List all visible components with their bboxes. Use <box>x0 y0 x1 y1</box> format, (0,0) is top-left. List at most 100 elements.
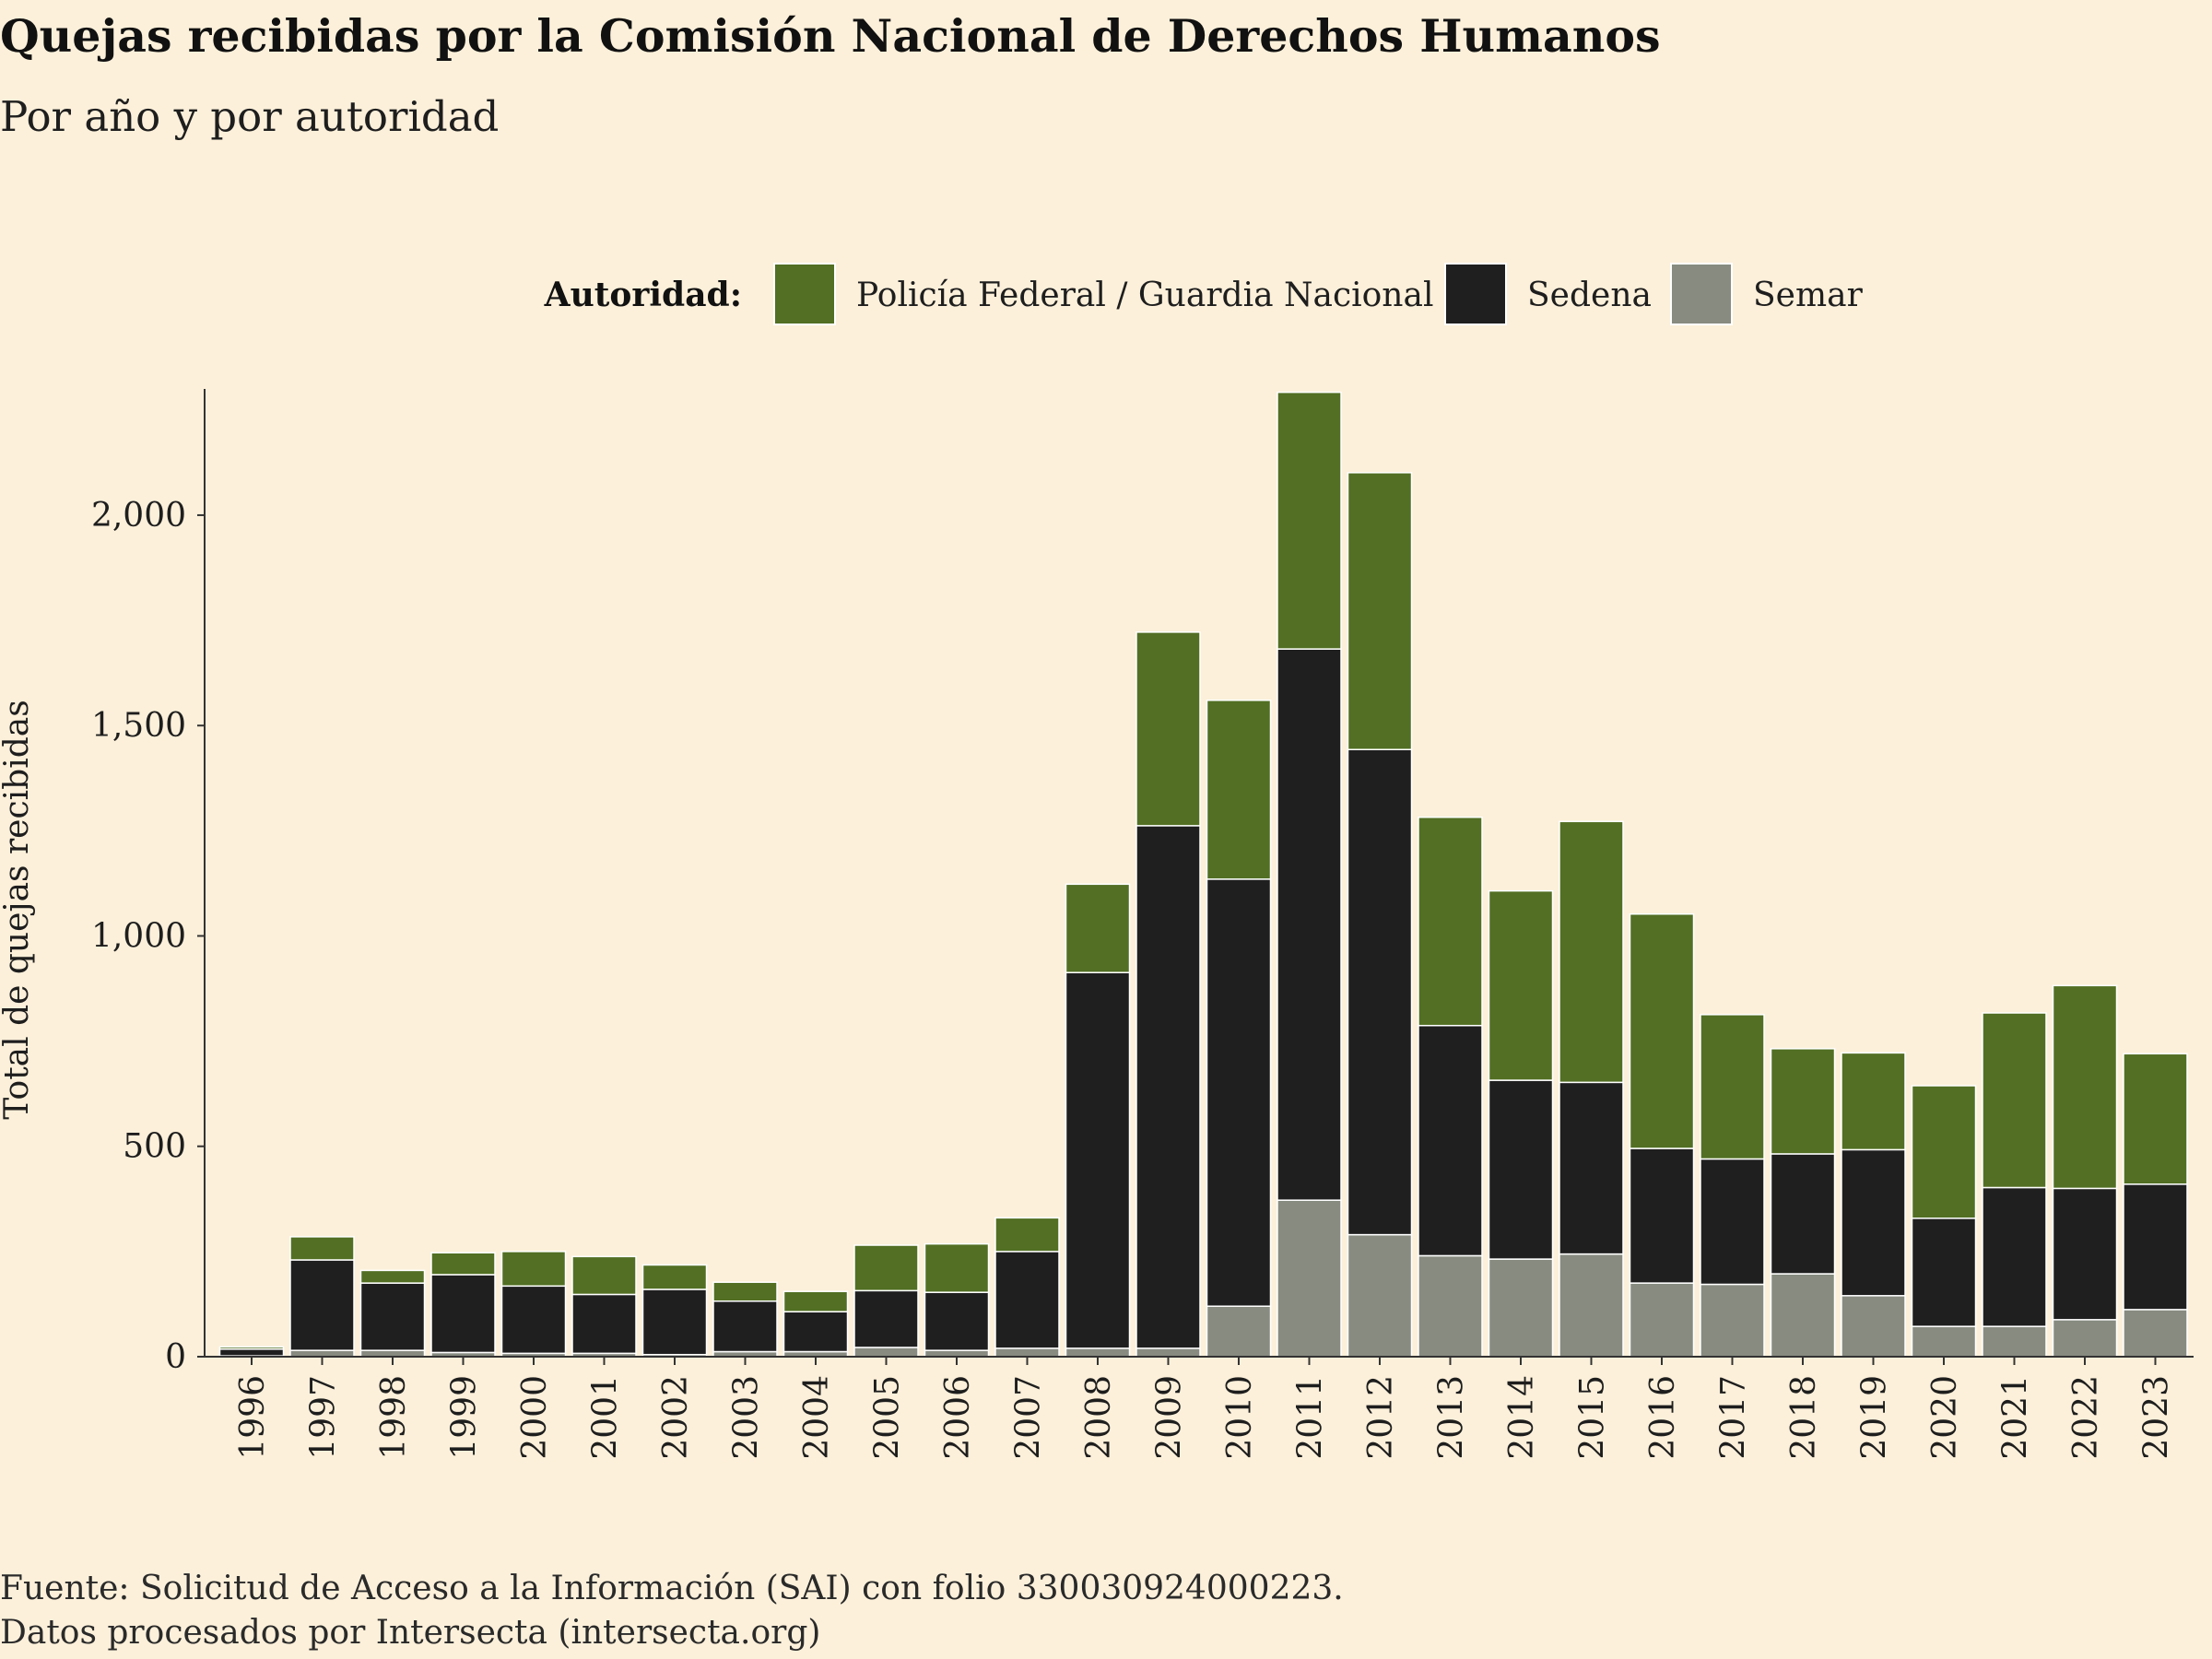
bar-segment: Policía Federal / Guardia Nacional 2018:… <box>1770 1048 1836 1155</box>
y-tick-label: 0 <box>165 1338 186 1376</box>
chart-title: Quejas recibidas por la Comisión Naciona… <box>0 9 1661 63</box>
bar-segment: Semar 2018: 197 <box>1770 1273 1836 1358</box>
y-tick-label: 1,500 <box>91 707 186 745</box>
bar-segment: Semar 2020: 72 <box>1911 1325 1977 1358</box>
x-tick-label: 2003 <box>728 1375 766 1460</box>
bar-segment: Sedena 2012: 1153 <box>1347 748 1413 1236</box>
bar-segment: Sedena 2021: 330 <box>1982 1186 2047 1327</box>
bar-segment: Sedena 2008: 893 <box>1065 971 1131 1349</box>
bar-segment: Sedena 1997: 215 <box>289 1259 355 1351</box>
bar-segment: Sedena 2016: 320 <box>1629 1147 1695 1284</box>
bar-segment: Sedena 2014: 425 <box>1488 1079 1554 1260</box>
bar-segment: Semar 2013: 240 <box>1418 1254 1483 1358</box>
bar-segment: Policía Federal / Guardia Nacional 2007:… <box>994 1217 1060 1253</box>
y-tick-label: 1,000 <box>91 917 186 955</box>
bar-segment: Policía Federal / Guardia Nacional 2011:… <box>1277 391 1342 650</box>
x-tick-label: 2019 <box>1856 1375 1894 1460</box>
bar-segment: Sedena 2003: 120 <box>712 1300 778 1353</box>
bars: Semar 1996: 2Sedena 1996: 16Policía Fede… <box>218 391 2188 1358</box>
x-tick-label: 2017 <box>1715 1375 1753 1460</box>
bar-segment: Policía Federal / Guardia Nacional 2005:… <box>853 1244 919 1292</box>
x-tick-label: 1997 <box>305 1375 343 1460</box>
stacked-bar-chart: Autoridad: Policía Federal / Guardia Naci… <box>0 263 2194 1460</box>
x-tick-label: 2015 <box>1574 1375 1612 1460</box>
bar-segment: Policía Federal / Guardia Nacional 2017:… <box>1700 1014 1765 1160</box>
source-note: Fuente: Solicitud de Acceso a la Informa… <box>0 1567 1344 1655</box>
bar-segment: Semar 2010: 120 <box>1206 1305 1272 1358</box>
bar-segment: Sedena 2019: 347 <box>1841 1148 1906 1297</box>
bar-segment: Policía Federal / Guardia Nacional 2023:… <box>2123 1053 2188 1185</box>
x-tick-label: 2023 <box>2138 1375 2176 1460</box>
x-tick-label: 2000 <box>516 1375 554 1460</box>
bar-segment: Policía Federal / Guardia Nacional 2004:… <box>782 1290 849 1312</box>
x-tick-label: 2013 <box>1433 1375 1471 1460</box>
bar-segment: Sedena 2015: 408 <box>1559 1081 1624 1255</box>
bar-segment: Sedena 1999: 185 <box>430 1274 496 1354</box>
bar-segment: Policía Federal / Guardia Nacional 2021:… <box>1982 1012 2047 1189</box>
bar-segment: Sedena 2006: 138 <box>924 1291 990 1351</box>
bar-segment: Semar 2014: 232 <box>1488 1258 1554 1358</box>
x-tick-label: 2005 <box>869 1375 907 1460</box>
bar-segment: Semar 2019: 145 <box>1841 1295 1906 1358</box>
bar-segment: Semar 2008: 20 <box>1065 1347 1131 1358</box>
x-tick-label: 1998 <box>375 1375 413 1460</box>
bar-segment: Semar 2017: 172 <box>1700 1283 1765 1358</box>
x-tick-label: 2006 <box>939 1375 977 1460</box>
x-tick-label: 2004 <box>798 1375 836 1460</box>
bar-segment: Sedena 2005: 135 <box>853 1289 919 1348</box>
bar-segment: Policía Federal / Guardia Nacional 2008:… <box>1065 883 1131 973</box>
bar-segment: Semar 2009: 20 <box>1135 1347 1201 1358</box>
bar-segment: Policía Federal / Guardia Nacional 2022:… <box>2052 984 2118 1190</box>
bar-segment: Policía Federal / Guardia Nacional 2012:… <box>1347 472 1413 750</box>
x-tick-label: 2011 <box>1292 1375 1330 1460</box>
bar-segment: Policía Federal / Guardia Nacional 2002:… <box>641 1264 708 1290</box>
x-tick-label: 2001 <box>587 1375 625 1460</box>
bar-segment: Policía Federal / Guardia Nacional 2019:… <box>1841 1052 1906 1151</box>
chart-subtitle: Por año y por autoridad <box>0 92 500 141</box>
bar-segment: Semar 2007: 20 <box>994 1347 1060 1358</box>
x-axis: 1996 1997 1998 1999 2000 2001 2002 2003 2004 2005… <box>205 1356 2194 1460</box>
x-tick-label: 2002 <box>657 1375 695 1460</box>
bar-segment: Policía Federal / Guardia Nacional 2006:… <box>924 1242 990 1293</box>
bar-segment: Sedena 2013: 547 <box>1418 1024 1483 1257</box>
bar-segment: Semar 2016: 175 <box>1629 1282 1695 1358</box>
x-tick-label: 2016 <box>1644 1375 1682 1460</box>
bar-segment: Policía Federal / Guardia Nacional 2020:… <box>1911 1085 1977 1219</box>
bar-segment: Policía Federal / Guardia Nacional 2001:… <box>571 1255 637 1296</box>
x-tick-label: 2009 <box>1151 1375 1189 1460</box>
y-axis: 0 500 1,000 1,500 2,000 Total de quejas recib… <box>0 389 206 1376</box>
bar-segment: Semar 2005: 22 <box>853 1347 919 1358</box>
bar-segment: Policía Federal / Guardia Nacional 2013:… <box>1418 816 1483 1027</box>
x-tick-label: 2020 <box>1926 1375 1964 1460</box>
legend-swatch <box>1670 263 1733 325</box>
bar-segment: Semar 2006: 15 <box>924 1349 990 1358</box>
source-line-1: Fuente: Solicitud de Acceso a la Informa… <box>0 1570 1344 1607</box>
y-tick-label: 2,000 <box>91 497 186 535</box>
bar-segment: Policía Federal / Guardia Nacional 2003:… <box>712 1281 778 1302</box>
x-tick-label: 2022 <box>2067 1375 2105 1460</box>
x-tick-label: 1996 <box>234 1375 272 1460</box>
bar-segment: Semar 2023: 112 <box>2123 1309 2188 1358</box>
bar-segment: Sedena 2010: 1015 <box>1206 878 1272 1307</box>
bar-segment: Semar 2012: 290 <box>1347 1233 1413 1358</box>
legend-swatch <box>773 263 836 325</box>
bar-segment: Sedena 2018: 285 <box>1770 1153 1836 1275</box>
bar-segment: Sedena 1996: 16 <box>218 1348 285 1357</box>
legend: Autoridad: Policía Federal / Guardia Naci… <box>544 263 1864 325</box>
bar-segment: Semar 2011: 372 <box>1277 1199 1342 1358</box>
x-tick-label: 2010 <box>1221 1375 1259 1460</box>
bar-segment: Policía Federal / Guardia Nacional 1999:… <box>430 1252 496 1276</box>
x-tick-label: 2008 <box>1080 1375 1118 1460</box>
bar-segment: Policía Federal / Guardia Nacional 2014:… <box>1488 889 1554 1081</box>
x-tick-label: 2012 <box>1362 1375 1400 1460</box>
x-tick-label: 1999 <box>446 1375 484 1460</box>
legend-label: Sedena <box>1527 276 1652 314</box>
bar-segment: Sedena 2011: 1310 <box>1277 648 1342 1201</box>
bar-segment: Sedena 2001: 140 <box>571 1293 637 1355</box>
bar-segment: Policía Federal / Guardia Nacional 2010:… <box>1206 700 1272 880</box>
bar-segment: Sedena 2022: 312 <box>2052 1187 2118 1321</box>
bar-segment: Semar 1997: 15 <box>289 1349 355 1358</box>
bar-segment: Policía Federal / Guardia Nacional 1998:… <box>359 1269 426 1284</box>
bar-segment: Policía Federal / Guardia Nacional 2009:… <box>1135 631 1201 827</box>
source-line-2: Datos procesados por Intersecta (interse… <box>0 1614 821 1652</box>
